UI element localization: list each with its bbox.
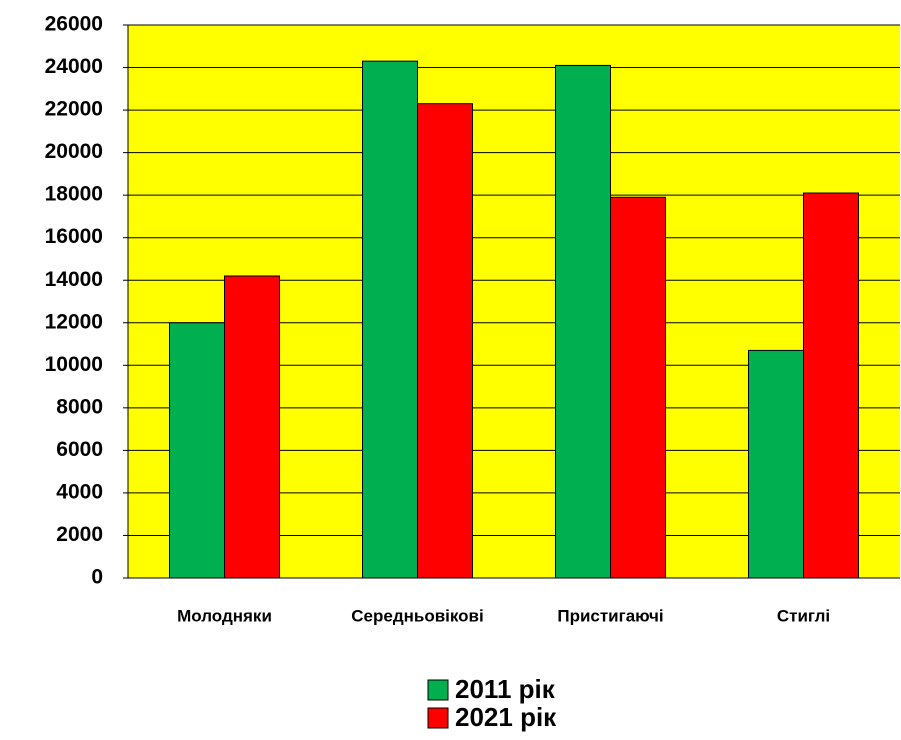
x-tick-label: Стиглі: [777, 606, 830, 625]
x-tick-label: Молодняки: [177, 606, 272, 625]
bar: [555, 64, 611, 579]
y-tick-label: 12000: [45, 310, 103, 333]
y-tick-label: 8000: [56, 395, 103, 418]
bar: [224, 275, 280, 579]
legend-label: 2011 рік: [455, 674, 556, 704]
y-tick-label: 26000: [45, 13, 103, 36]
y-tick-label: 18000: [45, 183, 103, 206]
y-tick-label: 0: [91, 566, 103, 589]
y-tick-label: 14000: [45, 268, 103, 291]
bar: [803, 192, 859, 579]
legend-swatch: [427, 707, 449, 729]
x-tick-label: Середньовікові: [351, 606, 483, 625]
y-tick-label: 10000: [45, 353, 103, 376]
bar: [362, 60, 418, 579]
bar: [417, 103, 473, 579]
legend-swatch: [427, 679, 449, 701]
y-tick-label: 22000: [45, 98, 103, 121]
bar: [748, 349, 804, 579]
bar: [169, 322, 225, 579]
y-tick-label: 24000: [45, 55, 103, 78]
y-tick-label: 4000: [56, 480, 103, 503]
x-tick-label: Пристигаючі: [557, 606, 663, 625]
y-tick-label: 2000: [56, 523, 103, 546]
y-tick-label: 16000: [45, 225, 103, 248]
y-tick-label: 20000: [45, 140, 103, 163]
y-tick-label: 6000: [56, 438, 103, 461]
bar: [610, 196, 666, 579]
legend-label: 2021 рік: [455, 702, 557, 732]
